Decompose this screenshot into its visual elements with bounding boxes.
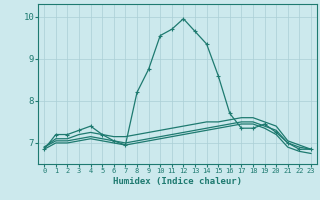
X-axis label: Humidex (Indice chaleur): Humidex (Indice chaleur) <box>113 177 242 186</box>
